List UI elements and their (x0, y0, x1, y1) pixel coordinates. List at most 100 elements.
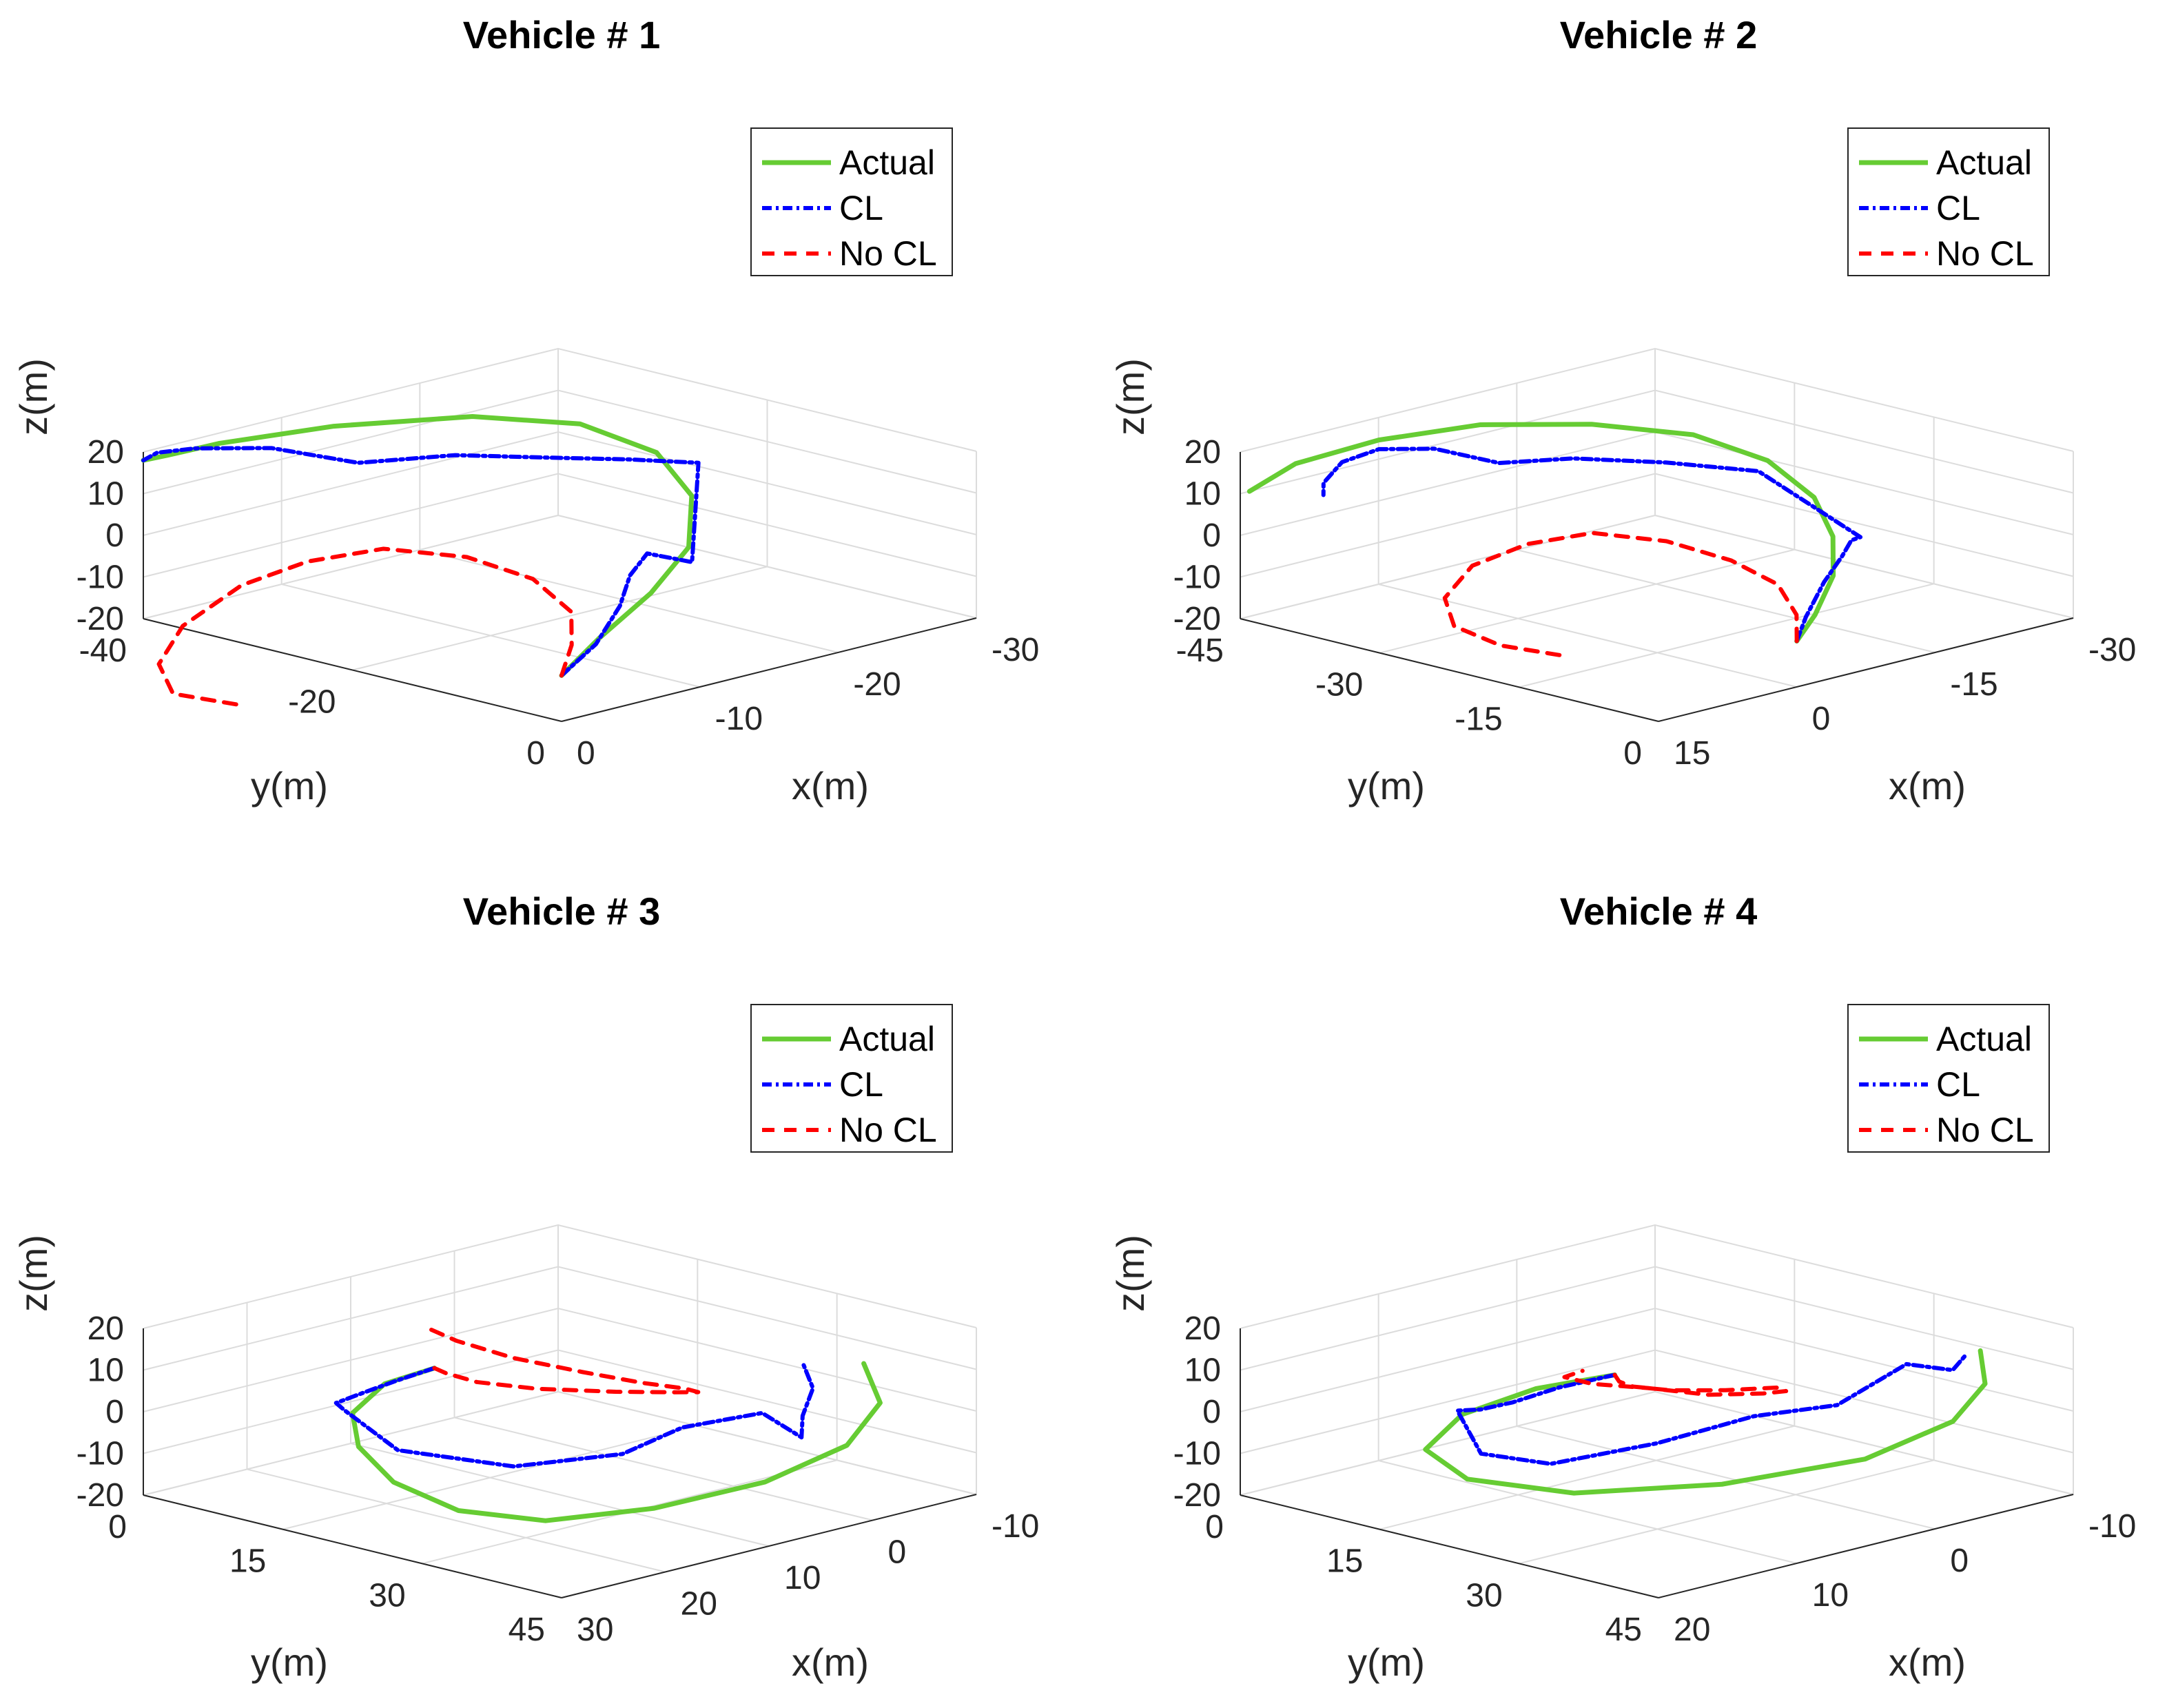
z-tick-label: 10 (1184, 476, 1221, 513)
x-tick-label: 10 (1812, 1577, 1849, 1614)
legend-box (1847, 1004, 2050, 1153)
x-axis-line (1658, 1494, 2074, 1598)
x-axis-label: x(m) (792, 1640, 869, 1684)
grid-line (350, 1277, 770, 1547)
legend-box (1847, 127, 2050, 276)
series-actual (141, 414, 695, 678)
legend-label: CL (839, 189, 883, 227)
y-axis-label: y(m) (1348, 1640, 1425, 1684)
x-axis-label: x(m) (1889, 1640, 1966, 1684)
x-tick-label: 0 (577, 735, 595, 772)
x-axis-line (1658, 617, 2074, 722)
x-tick-label: 30 (577, 1612, 613, 1648)
grid (1240, 1224, 2074, 1598)
z-tick-label: -20 (1173, 601, 1221, 637)
y-axis-line (1240, 1494, 1659, 1598)
grid-line (1658, 1328, 2074, 1598)
grid-line (561, 1328, 977, 1598)
z-axis-label: z(m) (12, 1235, 55, 1312)
grid-line (1377, 1294, 1797, 1564)
legend: Actual CL No CL (1847, 1004, 2050, 1153)
y-tick-label: 0 (526, 735, 545, 772)
legend-label: Actual (1936, 1020, 2032, 1058)
legend-label: Actual (839, 1020, 935, 1058)
x-tick-label: -15 (1950, 666, 1997, 703)
x-tick-label: 15 (1674, 735, 1710, 772)
chart-title: Vehicle # 3 (463, 889, 660, 933)
grid-line (1516, 1259, 1935, 1530)
y-tick-label: 0 (108, 1509, 127, 1545)
grid-line (1240, 514, 2074, 619)
y-tick-label: 30 (1466, 1577, 1502, 1614)
subplot-3: -20 -10 0 10 20 30 20 10 0 -10 0 15 30 45 Vehicle # 3 x… (12, 889, 1039, 1684)
y-tick-label: 15 (1326, 1543, 1363, 1580)
x-axis-label: x(m) (1889, 764, 1966, 807)
y-tick-label: 45 (509, 1612, 545, 1648)
grid-line (283, 1259, 699, 1530)
grid-line (1240, 347, 2074, 453)
x-tick-label: 0 (1950, 1543, 1969, 1579)
grid-line (1240, 1225, 1656, 1496)
y-tick-label: 45 (1605, 1612, 1642, 1648)
grid-line (143, 1307, 977, 1412)
y-axis-line (143, 618, 562, 722)
legend-label: CL (1936, 189, 1980, 227)
grid-line (1379, 382, 1796, 654)
legend-label: CL (1936, 1065, 1980, 1104)
series-actual (1246, 422, 1836, 644)
series-no-cl (1562, 1368, 1789, 1397)
legend-box (750, 127, 953, 276)
grid-line (422, 1293, 838, 1565)
legend-label: Actual (839, 143, 935, 182)
legend-label: No CL (839, 234, 937, 273)
grid (143, 347, 977, 722)
z-tick-label: -10 (1173, 559, 1221, 596)
x-tick-label: -20 (853, 666, 901, 703)
grid-line (246, 1302, 666, 1573)
z-tick-label: -10 (76, 559, 124, 596)
x-tick-label: 0 (1812, 701, 1831, 737)
z-tick-label: 0 (1202, 517, 1221, 554)
y-axis-label: y(m) (251, 1640, 328, 1684)
series-cl (333, 1363, 815, 1469)
grid-line (1240, 1266, 2074, 1371)
axes-box (143, 452, 977, 722)
chart-title: Vehicle # 4 (1560, 889, 1757, 933)
subplot-4: -20 -10 0 10 20 20 10 0 -10 0 15 30 45 Vehicle # 4 x(m… (1109, 889, 2136, 1684)
y-tick-label: -30 (1315, 667, 1363, 703)
z-axis-label: z(m) (12, 358, 55, 435)
chart-title: Vehicle # 2 (1560, 13, 1757, 56)
z-tick-label: -10 (1173, 1436, 1221, 1472)
grid-line (1240, 452, 1659, 722)
x-tick-label: 20 (681, 1586, 717, 1623)
z-tick-label: 10 (88, 476, 124, 513)
y-tick-label: 15 (229, 1543, 266, 1580)
x-axis-line (561, 617, 977, 722)
series-cl (1455, 1352, 1969, 1466)
x-tick-label: 0 (888, 1534, 907, 1571)
grid-line (143, 1266, 977, 1371)
legend-label: Actual (1936, 143, 2032, 182)
z-tick-label: 20 (88, 434, 124, 471)
z-tick-label: 0 (1202, 1394, 1221, 1430)
z-tick-label: -10 (76, 1436, 124, 1472)
legend-label: No CL (1936, 1111, 2034, 1149)
y-tick-label: -40 (79, 632, 127, 669)
grid (1240, 347, 2074, 722)
z-axis-label: z(m) (1109, 358, 1152, 435)
x-tick-label: -10 (992, 1508, 1039, 1545)
z-tick-label: -20 (1173, 1477, 1221, 1514)
grid-line (143, 1225, 559, 1496)
grid (143, 1224, 977, 1598)
axes-box (143, 1328, 977, 1598)
z-axis-label: z(m) (1109, 1235, 1152, 1312)
x-tick-label: 20 (1674, 1612, 1710, 1648)
series-no-cl (156, 546, 574, 708)
subplot-2: -20 -10 0 10 20 15 0 -15 -30 -45 -30 -15 0 Vehicle # … (1109, 13, 2136, 807)
z-tick-label: 20 (1184, 434, 1221, 471)
x-axis-line (561, 1494, 977, 1598)
x-tick-label: 10 (784, 1560, 821, 1596)
grid-line (143, 349, 559, 619)
